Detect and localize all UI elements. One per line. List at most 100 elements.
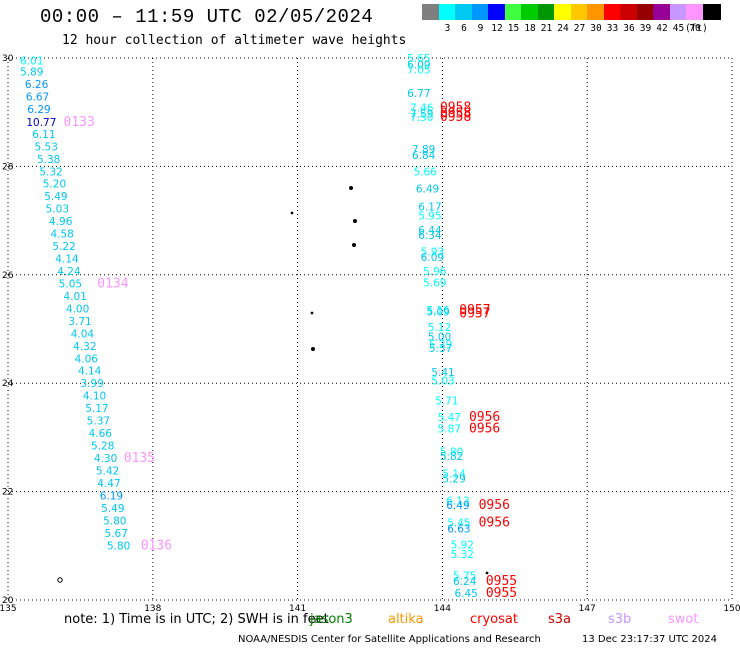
legend-swatch	[554, 4, 572, 20]
legend-swatch	[587, 4, 605, 20]
lat-tick-label: 24	[2, 379, 14, 389]
legend-label: 33	[606, 23, 619, 34]
wave-height-value: 5.37	[87, 416, 110, 428]
wave-height-value: 6.26	[25, 79, 49, 91]
wave-height-value: 5.00	[428, 332, 451, 344]
wave-height-value: 6.24	[453, 576, 477, 588]
wave-height-value: 5.80	[440, 446, 463, 458]
wave-height-value: 5.42	[96, 465, 119, 477]
legend-label: 12	[491, 23, 503, 34]
wave-height-value: 5.96	[423, 266, 447, 278]
wave-height-value: 4.32	[73, 341, 96, 353]
legend-swatch	[455, 4, 473, 20]
wave-height-value: 6.19	[100, 490, 123, 502]
satellite-name: s3a	[548, 612, 572, 627]
wave-height-value: 5.22	[52, 241, 75, 253]
lon-tick-label: 147	[579, 604, 596, 614]
satellite-name: cryosat	[470, 612, 518, 627]
wave-height-value: 6.13	[446, 495, 469, 507]
wave-height-value: 5.95	[418, 211, 441, 223]
wave-height-value: 5.69	[423, 277, 446, 289]
legend-swatch	[422, 4, 440, 20]
legend-label: 30	[590, 23, 602, 34]
legend-swatch	[669, 4, 688, 20]
pass-time-label: 0956	[469, 422, 500, 437]
wave-height-value: 3.99	[80, 378, 103, 390]
legend-label: 27	[573, 23, 586, 34]
legend-swatch	[488, 4, 506, 20]
island-mark	[352, 243, 356, 247]
wave-height-value: 5.53	[35, 141, 58, 153]
wave-height-value: 4.10	[83, 391, 106, 403]
islands	[57, 186, 489, 583]
wave-height-value: 5.37	[429, 343, 452, 355]
wave-height-value: 6.01	[20, 56, 43, 68]
wave-height-value: 5.03	[431, 375, 454, 387]
island-mark	[353, 219, 357, 223]
legend-label: 9	[477, 23, 484, 34]
wave-height-value: 5.28	[91, 441, 114, 453]
wave-height-value: 5.20	[43, 179, 66, 191]
note-text: note: 1) Time is in UTC; 2) SWH is in fe…	[64, 612, 329, 627]
island-mark	[349, 186, 353, 190]
wave-height-value: 5.93	[421, 246, 444, 258]
island-mark	[57, 577, 63, 583]
lon-tick-label: 141	[289, 604, 306, 614]
wave-height-value: 5.66	[413, 166, 437, 178]
pass-time-label: 0956	[469, 410, 500, 425]
lon-tick-label: 144	[434, 604, 451, 614]
lon-tick-label: 150	[723, 604, 740, 614]
lat-tick-label: 22	[2, 488, 13, 498]
wave-height-value: 6.17	[418, 202, 441, 214]
satellite-name: s3b	[608, 612, 632, 627]
legend-label: 36	[623, 23, 635, 34]
wave-height-value: 10.77	[26, 117, 56, 129]
wave-height-value: 5.05	[59, 278, 82, 290]
wave-height-value: 5.49	[101, 503, 124, 515]
lat-tick-label: 28	[2, 162, 14, 172]
pass-time-label: 0956	[479, 515, 510, 530]
pass-time-label: 0956	[479, 498, 510, 513]
satellite-name: altika	[388, 612, 424, 627]
wave-height-value: 4.06	[75, 353, 99, 365]
lon-tick-label: 135	[0, 604, 17, 614]
map-subtitle: 12 hour collection of altimeter wave hei…	[62, 33, 407, 48]
wave-height-value: 4.00	[66, 303, 89, 315]
legend-label: 6	[461, 23, 467, 34]
wave-height-value: 7.05	[407, 64, 430, 76]
pass-time-label: 0958	[440, 106, 471, 121]
wave-height-value: 5.67	[105, 528, 128, 540]
wave-height-value: 4.14	[55, 254, 79, 266]
wave-height-value: 5.80	[107, 540, 130, 552]
legend-swatch	[537, 4, 556, 20]
wave-height-value: 5.80	[103, 515, 126, 527]
lat-tick-label: 20	[2, 596, 14, 606]
wave-height-value: 6.49	[416, 184, 439, 196]
track-labels: 6.015.896.266.676.2910.776.115.535.385.3…	[20, 53, 517, 601]
wave-height-value: 5.29	[442, 474, 465, 486]
wave-height-value: 6.11	[32, 129, 55, 141]
pass-time-label: 0958	[440, 100, 471, 115]
wave-height-value: 7.89	[412, 144, 435, 156]
legend-label: 18	[524, 23, 536, 34]
legend-swatch	[636, 4, 655, 20]
pass-time-label: 0957	[459, 306, 490, 321]
wave-height-value: 5.75	[453, 571, 476, 583]
wave-height-value: 5.14	[442, 469, 466, 481]
credit-text: NOAA/NESDIS Center for Satellite Applica…	[238, 634, 541, 645]
pass-time-label: 0955	[486, 574, 517, 589]
wave-height-value: 5.71	[435, 396, 458, 408]
pass-time-label: 0133	[64, 115, 95, 130]
lat-lon-grid	[7, 57, 733, 601]
island-mark	[485, 571, 489, 575]
wave-height-value: 5.29	[429, 339, 452, 351]
pass-time-label: 0957	[459, 303, 490, 318]
wave-height-value: 4.30	[94, 453, 117, 465]
legend-label: 45	[672, 23, 685, 34]
wave-height-value: 5.87	[438, 424, 461, 436]
wave-height-value: 4.66	[89, 428, 113, 440]
wave-height-value: 5.09	[426, 307, 449, 319]
wave-height-value: 6.09	[407, 60, 430, 72]
wave-height-value: 5.12	[428, 322, 451, 334]
